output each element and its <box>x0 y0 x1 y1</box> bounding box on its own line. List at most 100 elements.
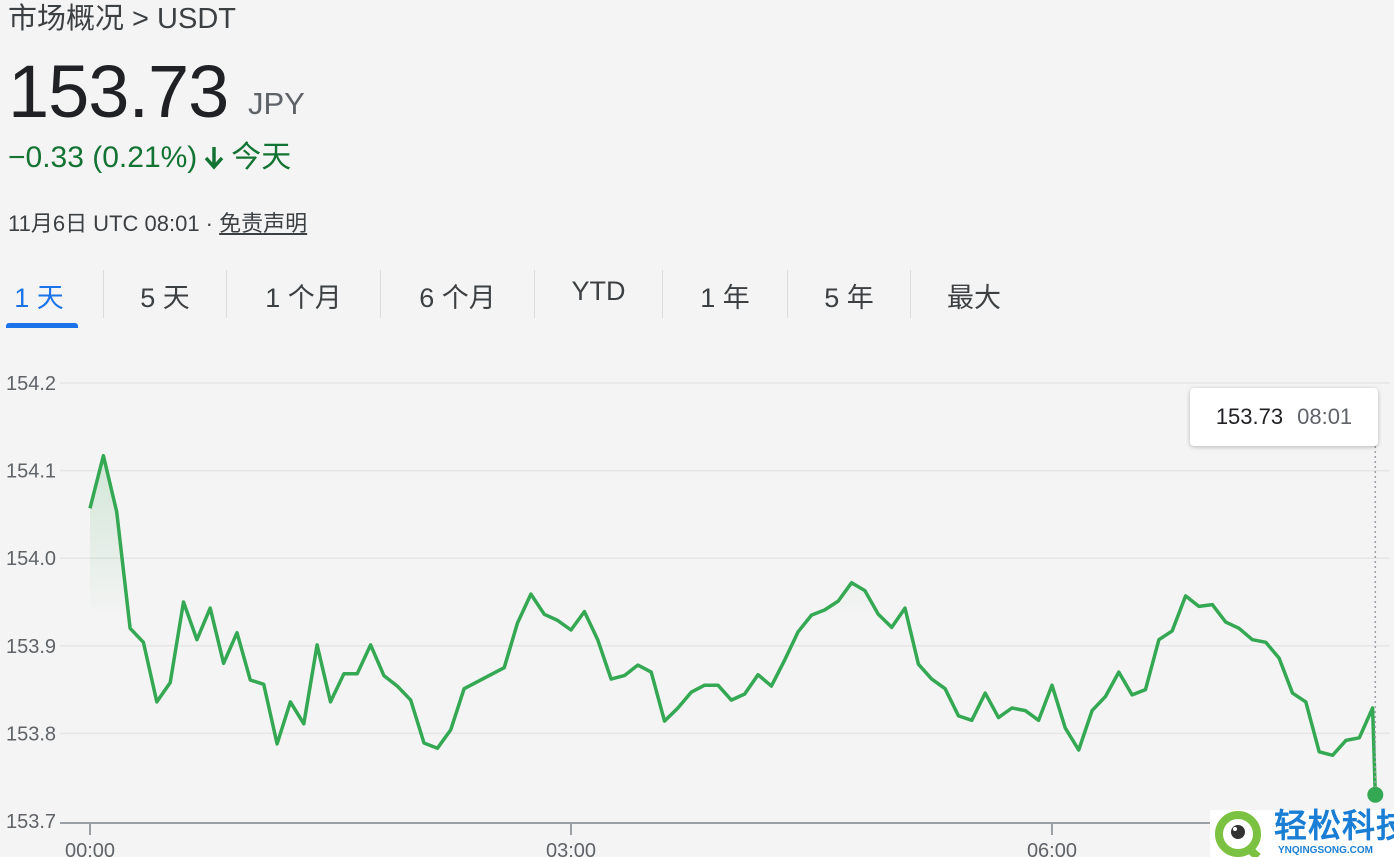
y-tick-label: 154.2 <box>6 373 56 395</box>
watermark-name: 轻松科技 <box>1274 807 1394 844</box>
data-point <box>836 599 840 603</box>
data-point <box>1237 626 1241 630</box>
data-point <box>88 506 92 510</box>
disclaimer-link[interactable]: 免责声明 <box>219 211 308 236</box>
tab-divider <box>787 270 788 318</box>
data-point <box>288 700 292 704</box>
data-point <box>743 692 747 696</box>
tab-1d[interactable]: 1 天 <box>0 268 78 328</box>
data-point <box>1157 638 1161 642</box>
data-point <box>195 638 199 642</box>
data-point <box>663 719 667 723</box>
breadcrumb[interactable]: 市场概况 > USDT <box>8 3 236 35</box>
price-area <box>90 455 1376 821</box>
y-tick-label: 154.1 <box>6 461 56 483</box>
tab-divider <box>662 270 663 318</box>
data-point <box>956 714 960 718</box>
data-point <box>489 673 493 677</box>
change-period: 今天 <box>231 141 292 174</box>
data-point <box>636 663 640 667</box>
data-point <box>903 606 907 610</box>
data-point <box>382 674 386 678</box>
data-point <box>863 589 867 593</box>
data-point <box>689 690 693 694</box>
data-point <box>1304 700 1308 704</box>
data-point <box>716 683 720 687</box>
data-point <box>1290 691 1294 695</box>
arrow-down-icon <box>204 147 224 170</box>
data-point <box>569 628 573 632</box>
data-point <box>1250 638 1254 642</box>
data-point <box>182 600 186 604</box>
data-point <box>502 666 506 670</box>
data-point <box>1130 693 1134 697</box>
data-point <box>1050 683 1054 687</box>
watermark-url: YNQINGSONG.COM <box>1278 845 1374 856</box>
data-point <box>101 454 105 458</box>
tab-ytd[interactable]: YTD <box>571 276 626 306</box>
tab-5d[interactable]: 5 天 <box>140 283 190 313</box>
current-price: 153.73 <box>8 50 229 133</box>
data-point <box>916 662 920 666</box>
data-point <box>649 670 653 674</box>
data-point <box>850 581 854 585</box>
data-point <box>622 674 626 678</box>
tab-1m[interactable]: 1 个月 <box>265 283 342 313</box>
data-point <box>556 618 560 622</box>
data-point <box>1357 736 1361 740</box>
data-point <box>342 672 346 676</box>
data-point <box>970 718 974 722</box>
x-tick-label: 03:00 <box>546 840 596 857</box>
data-point <box>516 621 520 625</box>
data-point <box>582 610 586 614</box>
tooltip-value: 153.73 <box>1215 404 1284 429</box>
data-point <box>1037 718 1041 722</box>
currency-label: JPY <box>248 86 305 121</box>
data-point <box>876 612 880 616</box>
data-point <box>823 608 827 612</box>
data-point <box>796 630 800 634</box>
data-point <box>703 683 707 687</box>
data-point <box>596 638 600 642</box>
data-point <box>155 700 159 704</box>
data-point <box>1317 750 1321 754</box>
data-point <box>729 698 733 702</box>
data-point <box>302 722 306 726</box>
tab-divider <box>103 270 104 318</box>
data-point <box>1023 709 1027 713</box>
data-point <box>128 626 132 630</box>
tab-divider <box>380 270 381 318</box>
data-point <box>1010 706 1014 710</box>
data-point <box>1373 793 1377 797</box>
data-point <box>168 681 172 685</box>
data-point <box>315 643 319 647</box>
data-point <box>328 700 332 704</box>
tab-6m[interactable]: 6 个月 <box>419 283 496 313</box>
data-point <box>409 698 413 702</box>
tab-max[interactable]: 最大 <box>947 283 1001 313</box>
last-point-dot <box>1367 786 1384 803</box>
data-point <box>462 687 466 691</box>
data-point <box>769 684 773 688</box>
data-point <box>235 631 239 635</box>
price-chart[interactable]: 153.7 153.8 153.9 154.0 154.1 154.2 00:00 03:00… <box>0 360 1394 857</box>
data-point <box>997 716 1001 720</box>
data-point <box>1063 726 1067 730</box>
data-point <box>609 677 613 681</box>
data-point <box>1103 695 1107 699</box>
tab-divider <box>534 270 535 318</box>
data-point <box>1277 656 1281 660</box>
y-tick-label: 153.8 <box>6 723 56 745</box>
tooltip-time: 08:01 <box>1297 404 1353 429</box>
logo-icon <box>1215 811 1261 857</box>
tab-1y[interactable]: 1 年 <box>700 283 750 313</box>
data-point <box>475 680 479 684</box>
data-point <box>809 613 813 617</box>
x-tick-label: 06:00 <box>1027 840 1077 857</box>
data-point <box>756 673 760 677</box>
price-change: −0.33 (0.21%) 今天 <box>8 140 291 176</box>
data-point <box>1184 594 1188 598</box>
data-point <box>355 672 359 676</box>
data-point <box>1344 738 1348 742</box>
tab-5y[interactable]: 5 年 <box>824 283 874 313</box>
